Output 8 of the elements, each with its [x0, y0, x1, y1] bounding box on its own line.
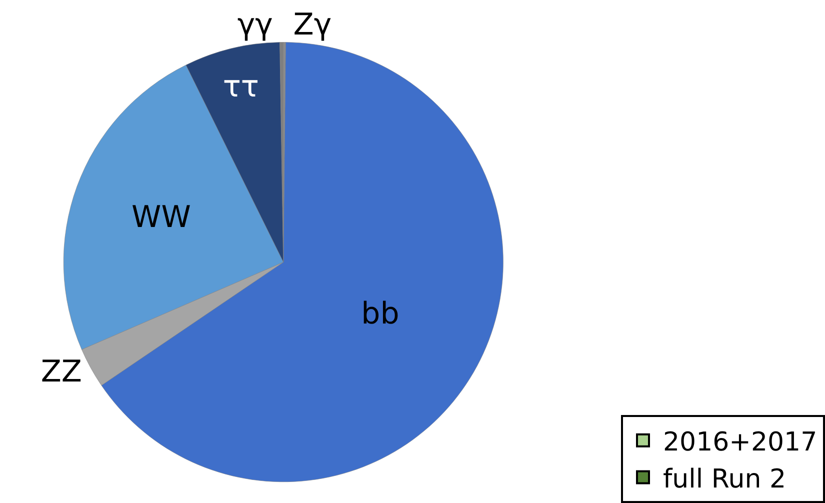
slice-label: ττ: [222, 69, 259, 104]
slice-label: ZZ: [40, 354, 82, 390]
legend-label: full Run 2: [663, 464, 786, 494]
slice-label: Zγ: [293, 7, 332, 42]
slice-label: bb: [361, 296, 400, 332]
slice-label: WW: [132, 200, 191, 235]
legend-label: 2016+2017: [663, 428, 818, 458]
slice-label: γγ: [237, 7, 273, 42]
